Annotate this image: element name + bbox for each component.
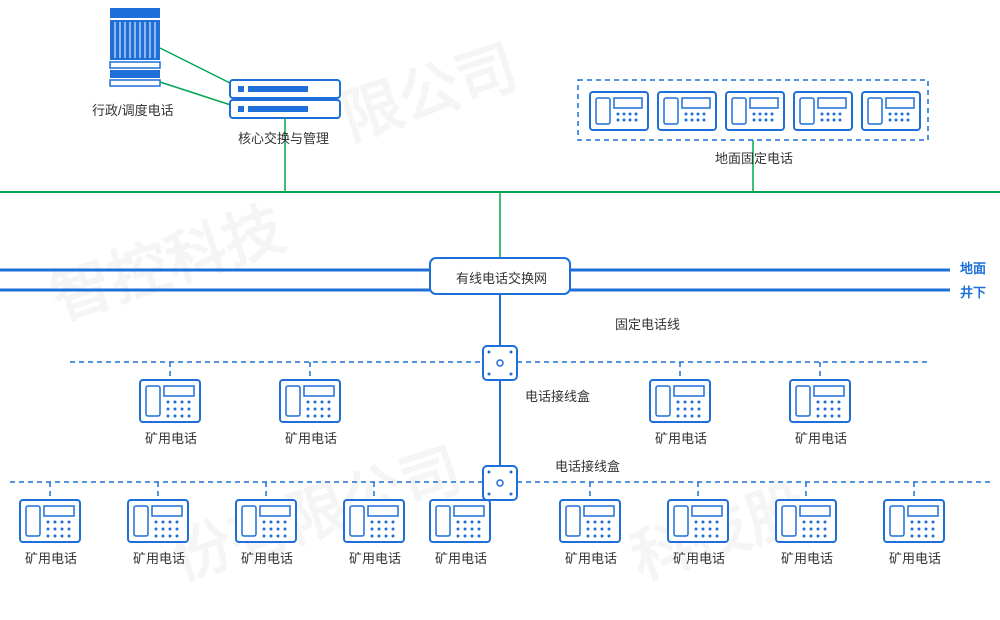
label-junction1: 电话接线盒 — [525, 386, 590, 405]
link-rack-switch-1 — [160, 48, 240, 88]
label-mine-phone: 矿用电话 — [795, 428, 847, 447]
label-mine-phone: 矿用电话 — [565, 548, 617, 567]
mine-phone-icon — [430, 500, 490, 542]
label-mine-phone: 矿用电话 — [673, 548, 725, 567]
watermark: 份有限公司 — [163, 436, 469, 592]
watermark: 智控科技 — [43, 194, 292, 332]
mine-phone-icon — [776, 500, 836, 542]
desk-phone-icon — [658, 92, 716, 130]
mine-phone-icon — [20, 500, 80, 542]
mine-phone-icon — [560, 500, 620, 542]
mine-phone-icon — [344, 500, 404, 542]
server-rack-icon — [110, 8, 160, 86]
label-core-switch: 核心交换与管理 — [238, 128, 329, 147]
diagram-canvas: 限公司 智控科技 份有限公司 科技股 — [0, 0, 1000, 620]
mine-phone-icon — [236, 500, 296, 542]
mine-phone-icon — [140, 380, 200, 422]
desk-phone-icon — [794, 92, 852, 130]
mine-phone-icon — [280, 380, 340, 422]
watermark: 限公司 — [333, 33, 525, 152]
label-mine-phone: 矿用电话 — [349, 548, 401, 567]
label-mine-phone: 矿用电话 — [655, 428, 707, 447]
label-fixed-line: 固定电话线 — [615, 314, 680, 333]
desk-phone-icon — [862, 92, 920, 130]
label-mine-phone: 矿用电话 — [25, 548, 77, 567]
label-ground-phones: 地面固定电话 — [715, 148, 793, 167]
label-mine-phone: 矿用电话 — [241, 548, 293, 567]
label-above: 地面 — [960, 258, 986, 277]
mine-phone-icon — [668, 500, 728, 542]
desk-phone-icon — [590, 92, 648, 130]
mine-phone-icon — [128, 500, 188, 542]
label-admin-dispatch: 行政/调度电话 — [92, 100, 174, 119]
label-below: 井下 — [960, 282, 986, 301]
label-mine-phone: 矿用电话 — [435, 548, 487, 567]
mine-phone-icon — [650, 380, 710, 422]
switch-stack-icon — [230, 80, 340, 118]
desk-phone-icon — [726, 92, 784, 130]
label-exchange-net: 有线电话交换网 — [456, 268, 547, 287]
label-mine-phone: 矿用电话 — [889, 548, 941, 567]
mine-phone-icon — [790, 380, 850, 422]
label-junction2: 电话接线盒 — [555, 456, 620, 475]
label-mine-phone: 矿用电话 — [133, 548, 185, 567]
label-mine-phone: 矿用电话 — [781, 548, 833, 567]
label-mine-phone: 矿用电话 — [145, 428, 197, 447]
mine-phone-icon — [884, 500, 944, 542]
label-mine-phone: 矿用电话 — [285, 428, 337, 447]
